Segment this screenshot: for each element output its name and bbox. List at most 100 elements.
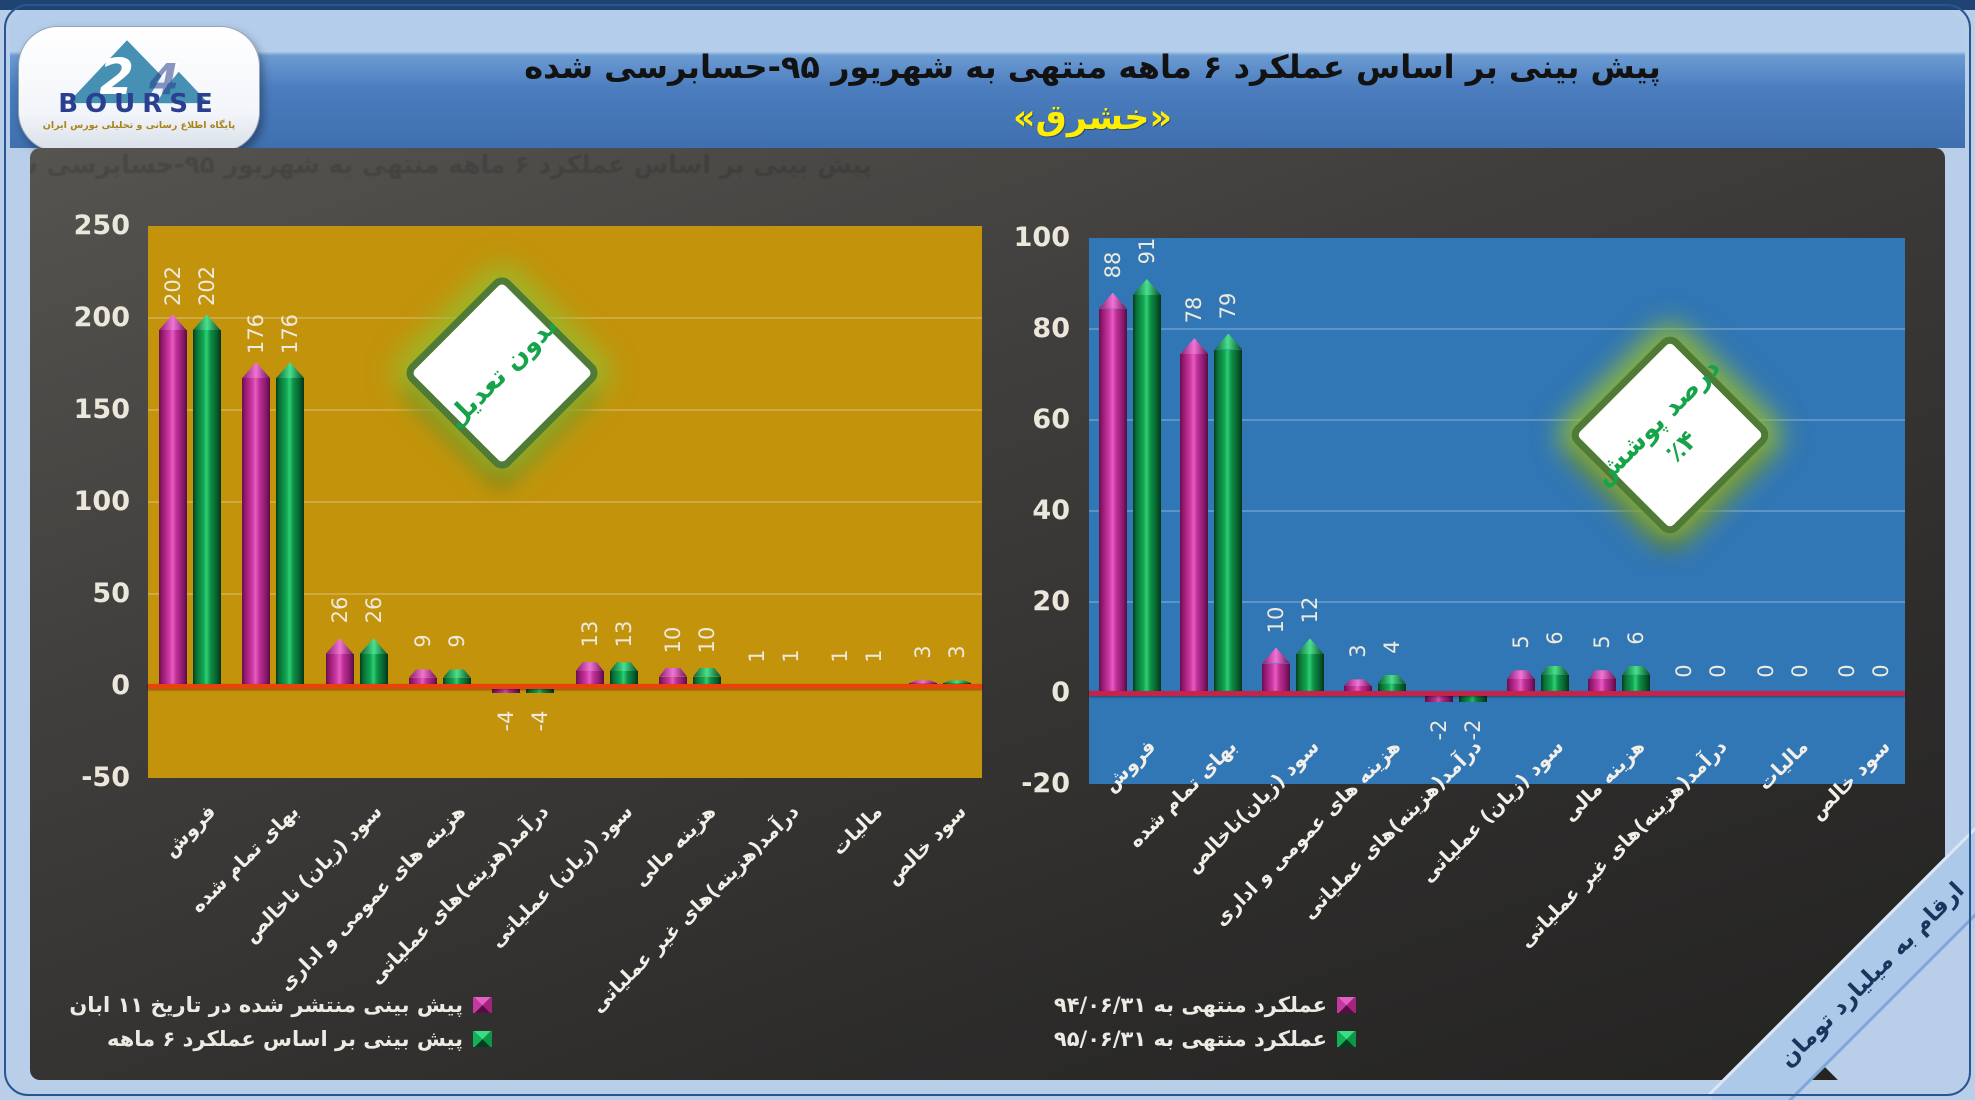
y-tick-label: 100 [1013, 222, 1070, 253]
gridline [1089, 510, 1905, 512]
right-chart: 100 80 60 40 20 0 -20 88 78 10 3 -2 5 5 0 0 0 91 79 12 4 -2 6 6… [30, 148, 1945, 1080]
y-tick-label: 150 [73, 394, 130, 425]
bar [1425, 693, 1454, 703]
y-tick-label: 50 [92, 578, 130, 609]
legend-item: عملکرد منتهی به ۹۴/۰۶/۳۱ [1053, 988, 1356, 1022]
svg-text:4: 4 [148, 56, 179, 105]
bar [442, 669, 471, 686]
bar [1132, 278, 1161, 693]
bar-cap [1540, 665, 1569, 675]
bar-body [1459, 693, 1488, 703]
legend-item: پیش بینی منتشر شده در تاریخ ۱۱ ابان [69, 988, 492, 1022]
bar [158, 314, 187, 686]
y-tick-label: 200 [73, 302, 130, 333]
legend-label: پیش بینی منتشر شده در تاریخ ۱۱ ابان [69, 993, 463, 1017]
bar-body [325, 654, 354, 686]
bar-body [1262, 663, 1290, 693]
bar-value-label: 176 [278, 314, 303, 355]
bar [192, 314, 221, 686]
top-navy-strip [0, 0, 1975, 10]
bar-body [1588, 679, 1617, 693]
y-tick-label: 60 [1032, 404, 1070, 435]
bar-cap [943, 680, 972, 684]
legend-label: پیش بینی بر اساس عملکرد ۶ ماهه [106, 1027, 463, 1051]
bar [1588, 670, 1617, 693]
bar-value-label: 6 [1542, 631, 1567, 645]
gridline [1089, 328, 1905, 330]
bar-body [442, 677, 471, 686]
bar-value-label: 79 [1216, 292, 1241, 319]
gridline [148, 501, 982, 503]
y-tick-label: -50 [81, 762, 130, 793]
bar-cap [1506, 670, 1535, 680]
bar-body [276, 378, 305, 686]
bar [659, 667, 688, 686]
legend-marker [1337, 997, 1356, 1013]
bar-body [1425, 693, 1454, 703]
bar-body [492, 686, 521, 694]
bar-cap [609, 662, 638, 672]
bar-body [158, 330, 187, 686]
bar-body [1343, 686, 1372, 693]
legend-item: عملکرد منتهی به ۹۵/۰۶/۳۱ [1053, 1022, 1356, 1056]
bar [1098, 292, 1127, 693]
bar [242, 362, 271, 686]
bar [693, 667, 722, 686]
bar-body [659, 676, 688, 686]
bar-value-label: 91 [1134, 237, 1159, 265]
bar-body [1540, 674, 1569, 693]
bar-body [1180, 354, 1209, 693]
bar-body [526, 686, 555, 694]
y-tick-label: 20 [1032, 586, 1070, 617]
bar-value-label: 0 [1706, 664, 1730, 678]
legend: عملکرد منتهی به ۹۴/۰۶/۳۱ عملکرد منتهی به … [1053, 988, 1356, 1056]
bar [1296, 638, 1324, 693]
bar-body [242, 378, 271, 686]
bar [609, 662, 638, 686]
header: پیش بینی بر اساس عملکرد ۶ ماهه منتهی به … [10, 10, 1965, 148]
stock-symbol: «خشرق» [1012, 98, 1173, 138]
bar [276, 362, 305, 686]
bar-body [192, 330, 221, 686]
bar-body [1622, 674, 1651, 693]
gridline [1089, 601, 1905, 603]
gridline [1089, 419, 1905, 421]
bar [1214, 333, 1243, 693]
bar-value-label: 202 [194, 266, 219, 307]
bar [575, 662, 604, 686]
bourse24-mountain-icon: 2 4 [67, 40, 209, 105]
legend-marker [473, 1031, 492, 1047]
bar [408, 669, 437, 686]
ghost-title-reflection: پیش بینی بر اساس عملکرد ۶ ماهه منتهی به … [30, 150, 872, 179]
bar-body [1098, 308, 1127, 693]
bar-body [1296, 654, 1324, 693]
bar [1343, 679, 1372, 693]
bar-value-label: 0 [1787, 664, 1812, 678]
chart-panel: پیش بینی بر اساس عملکرد ۶ ماهه منتهی به … [30, 148, 1945, 1080]
brand-name: BOURSE [58, 89, 220, 119]
y-tick-label: 40 [1032, 495, 1070, 526]
left-chart: 250 200 150 100 50 0 -50 202 176 26 9 -4 13 10 1 1 3 202 1… [30, 148, 1945, 1080]
legend: پیش بینی منتشر شده در تاریخ ۱۱ ابان پیش ب… [69, 988, 492, 1056]
y-tick-label: 80 [1032, 313, 1070, 344]
page-title: پیش بینی بر اساس عملکرد ۶ ماهه منتهی به … [524, 48, 1661, 86]
bar [1377, 674, 1406, 693]
brand-tagline: پایگاه اطلاع رسانی و تحلیلی بورس ایران [42, 120, 236, 131]
bar-body [408, 677, 437, 686]
bar-body [1132, 294, 1161, 693]
bar-cap [909, 680, 938, 684]
bar-cap [1377, 674, 1406, 684]
bar-value-label: 1 [778, 649, 803, 663]
legend-item: پیش بینی بر اساس عملکرد ۶ ماهه [107, 1022, 492, 1056]
legend-label: عملکرد منتهی به ۹۴/۰۶/۳۱ [1053, 993, 1327, 1017]
bar-cap [575, 662, 604, 672]
legend-label: عملکرد منتهی به ۹۵/۰۶/۳۱ [1053, 1027, 1327, 1051]
svg-text:2: 2 [99, 48, 134, 105]
bar [1540, 665, 1569, 693]
bar-value-label: 6 [1624, 631, 1649, 645]
bar-value-label: 4 [1379, 640, 1404, 654]
bar-body [609, 671, 638, 686]
bar-cap [693, 667, 722, 677]
bar [1622, 665, 1651, 693]
